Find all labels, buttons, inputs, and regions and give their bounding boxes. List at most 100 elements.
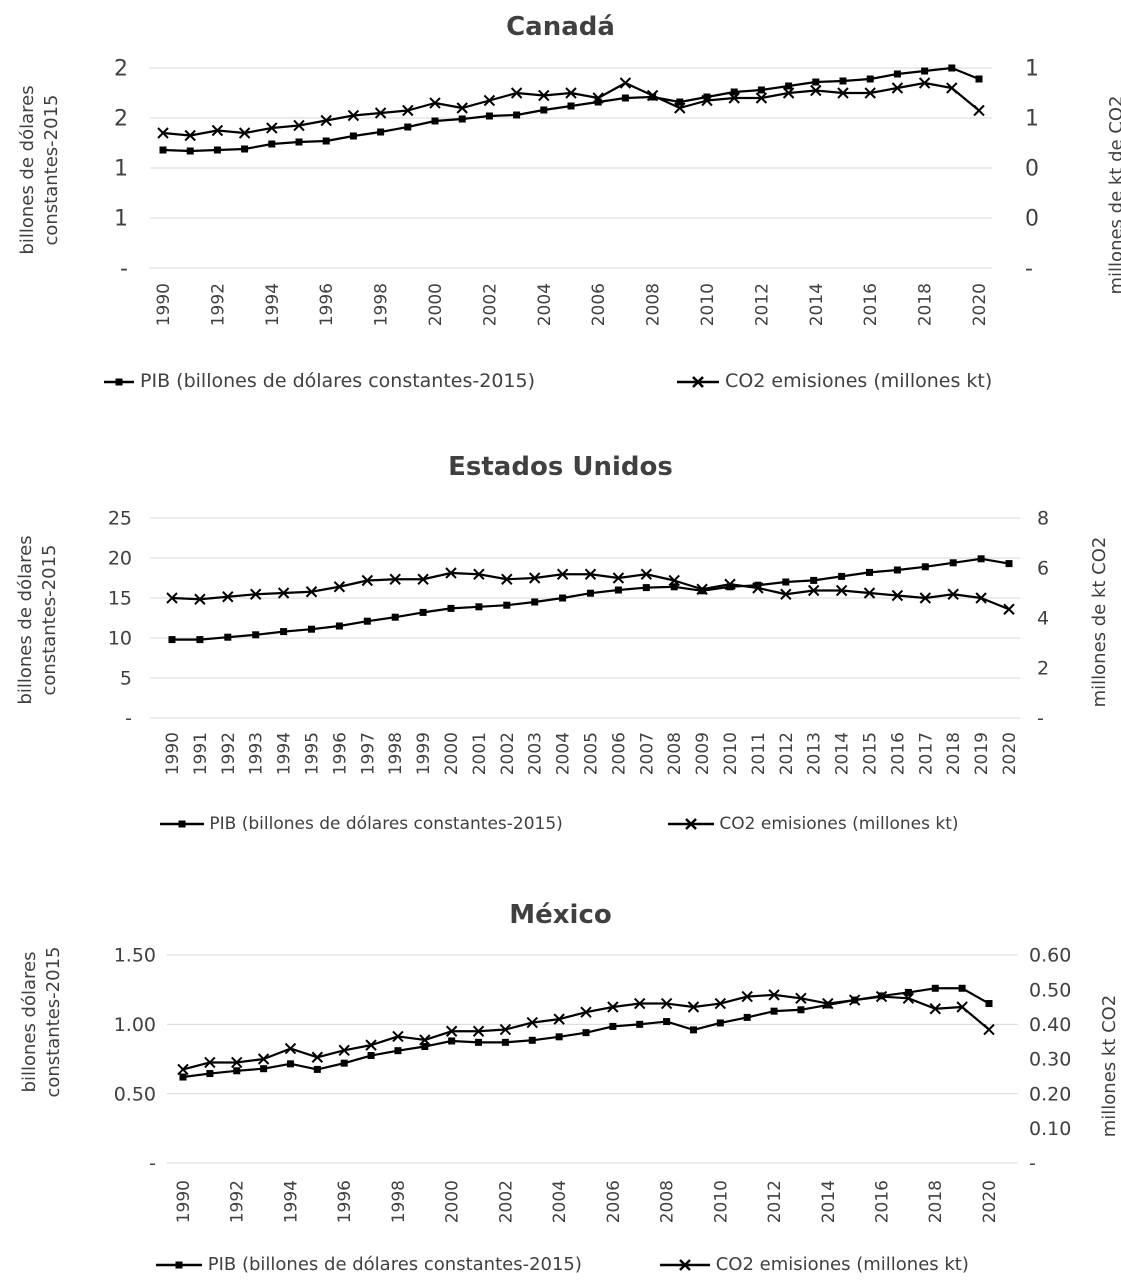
y-tick-label-left: 0.50 [114, 1083, 156, 1105]
y-tick-label-left: 15 [108, 588, 132, 610]
co2-point [782, 87, 795, 99]
pib-point [812, 78, 820, 86]
co2-point [293, 119, 305, 132]
pib-point [904, 988, 912, 996]
pib-point [730, 88, 738, 96]
legend-co2-marker [660, 1254, 710, 1275]
pib-point [958, 984, 966, 992]
legend-co2-marker [677, 370, 719, 392]
co2-point [456, 102, 468, 114]
y-tick-label-right: 0.20 [1029, 1083, 1071, 1105]
x-tick-label: 2000 [442, 732, 462, 775]
x-tick-label: 1994 [281, 1180, 301, 1223]
pib-point [636, 1020, 644, 1028]
co2-point [929, 1003, 941, 1015]
co2-point [741, 990, 753, 1003]
plot-area: - 1 1 2 2 - 0 0 1 1 1990 1992 1994 1996 1998 2000 2002 20… [114, 57, 1039, 327]
x-tick-label: 2008 [665, 732, 685, 775]
co2-point [687, 1001, 700, 1013]
pib-point [649, 93, 657, 101]
pib-point [260, 1065, 268, 1073]
x-tick-label: 2016 [872, 1180, 892, 1223]
y-tick-label-left: 2 [114, 57, 128, 82]
co2-point [347, 109, 360, 122]
legend-co2-label: CO2 emisiones (millones kt) [719, 814, 959, 834]
x-tick-label: 2014 [833, 732, 853, 775]
y-tick-label-right: - [1037, 708, 1044, 730]
pib-point [893, 566, 901, 574]
co2-point [973, 104, 985, 117]
co2-point [257, 1053, 270, 1065]
co2-point [891, 589, 904, 602]
pib-point [663, 1018, 671, 1026]
pib-series-line [172, 557, 1010, 641]
co2-point [634, 997, 646, 1010]
chart-canada: Canadá billones de dólares constantes-20… [0, 0, 1121, 420]
y-tick-label-right: 2 [1037, 658, 1049, 680]
co2-point [184, 129, 196, 142]
co2-point [417, 573, 429, 585]
co2-point [810, 84, 822, 97]
x-tick-label: 1996 [330, 732, 350, 775]
y-tick-label-right: 0.40 [1029, 1014, 1071, 1036]
co2-point [919, 592, 932, 604]
pib-point [196, 636, 204, 644]
co2-point [607, 1001, 619, 1013]
co2-point [204, 1056, 216, 1069]
pib-point [698, 587, 706, 595]
co2-point [640, 568, 653, 580]
pib-point [394, 1047, 402, 1055]
co2-point [365, 1039, 377, 1051]
co2-point [510, 87, 523, 99]
pib-point [866, 568, 873, 576]
co2-point [780, 588, 792, 600]
pib-point [770, 1007, 778, 1015]
co2-point [238, 127, 251, 139]
co2-point [580, 1006, 592, 1018]
pib-point [448, 1037, 456, 1045]
co2-point [696, 583, 708, 595]
pib-point [676, 98, 684, 106]
pib-point [921, 563, 929, 571]
x-tick-label: 2016 [861, 283, 881, 326]
x-tick-label: 2016 [888, 732, 908, 775]
pib-point [186, 147, 194, 155]
pib-point [447, 604, 455, 612]
co2-point [445, 1025, 458, 1037]
x-tick-label: 2001 [470, 732, 490, 775]
pib-point [475, 603, 483, 611]
pib-point [797, 1006, 805, 1014]
pib-point [421, 1043, 429, 1051]
co2-point [983, 1023, 995, 1036]
co2-point [177, 1063, 189, 1076]
pib-point [513, 111, 521, 119]
pib-point [363, 617, 371, 625]
x-tick-label: 2014 [807, 283, 827, 326]
co2-point [419, 1034, 431, 1046]
pib-point [1005, 560, 1013, 568]
pib-point [531, 598, 539, 606]
y-tick-label-left: 25 [108, 508, 132, 530]
x-tick-label: 1992 [228, 1180, 248, 1223]
x-tick-label: 2012 [765, 1180, 785, 1223]
co2-point [556, 568, 569, 580]
pib-point [308, 625, 315, 633]
legend: PIB (billones de dólares constantes-2015… [156, 1254, 582, 1275]
co2-point [374, 107, 387, 119]
pib-point [233, 1067, 241, 1075]
co2-point [402, 104, 414, 117]
pib-point [555, 1033, 563, 1041]
pib-point [743, 1013, 751, 1021]
x-tick-label: 1992 [208, 283, 228, 326]
co2-point [266, 122, 278, 134]
x-tick-label: 2009 [693, 732, 713, 775]
pib-point [340, 1059, 348, 1067]
x-tick-label: 2006 [604, 1180, 624, 1223]
legend-co2-label: CO2 emisiones (millones kt) [725, 370, 993, 392]
pib-point [295, 138, 303, 146]
co2-point [728, 92, 740, 104]
x-tick-label: 2018 [926, 1180, 946, 1223]
y-tick-label-left: 1 [114, 157, 128, 182]
x-tick-label: 2002 [496, 1180, 516, 1223]
co2-point [389, 573, 401, 585]
